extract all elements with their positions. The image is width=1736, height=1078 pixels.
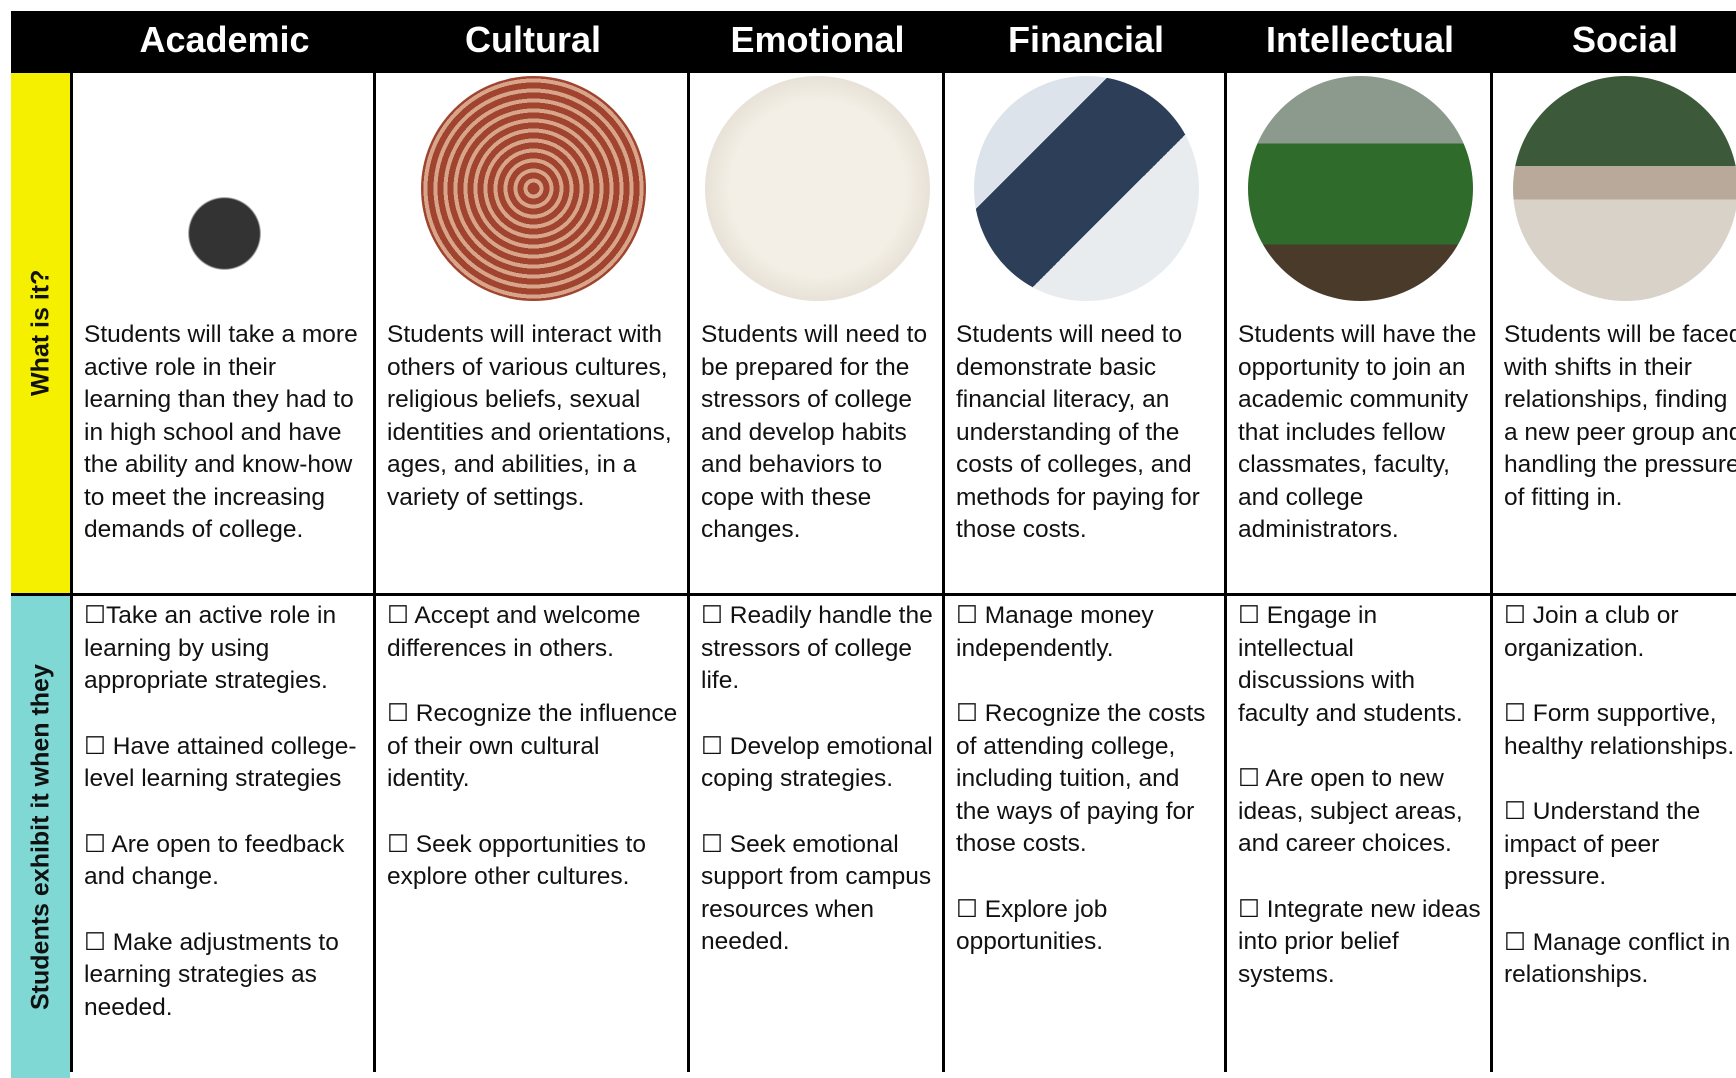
behaviors-cell: ☐ Join a club or organization. ☐ Form sup… xyxy=(1493,596,1736,1078)
behaviors-cell: ☐ Manage money independently. ☐ Recognize… xyxy=(945,596,1224,1078)
behavior-item: ☐ Seek opportunities to explore other cu… xyxy=(387,829,679,894)
behavior-item: ☐ Recognize the influence of their own c… xyxy=(387,698,679,796)
behavior-item: ☐Take an active role in learning by usin… xyxy=(84,600,365,698)
description-cell: Students will need to be prepared for th… xyxy=(690,73,942,593)
description: Students will need to be prepared for th… xyxy=(701,319,934,547)
column-title: Financial xyxy=(945,11,1224,70)
description: Students will be faced with shifts in th… xyxy=(1504,319,1736,514)
behavior-item: ☐ Understand the impact of peer pressure… xyxy=(1504,796,1736,894)
behavior-item: ☐ Integrate new ideas into prior belief … xyxy=(1238,894,1482,992)
behaviors-cell: ☐ Accept and welcome differences in othe… xyxy=(376,596,687,1078)
behavior-item: ☐ Readily handle the stressors of colleg… xyxy=(701,600,934,698)
column-image xyxy=(705,76,930,301)
row-label: Students exhibit it when they xyxy=(11,596,70,1078)
description: Students will have the opportunity to jo… xyxy=(1238,319,1482,547)
behavior-item: ☐ Are open to new ideas, subject areas, … xyxy=(1238,763,1482,861)
behavior-item: ☐ Explore job opportunities. xyxy=(956,894,1216,959)
description: Students will take a more active role in… xyxy=(84,319,365,547)
column-image xyxy=(112,76,337,301)
description-cell: Students will interact with others of va… xyxy=(376,73,687,593)
behavior-item: ☐ Have attained college-level learning s… xyxy=(84,731,365,796)
column-image xyxy=(1248,76,1473,301)
behavior-item: ☐ Accept and welcome differences in othe… xyxy=(387,600,679,665)
column-image xyxy=(974,76,1199,301)
column-title: Academic xyxy=(73,11,373,70)
column-title: Cultural xyxy=(376,11,687,70)
column-title: Intellectual xyxy=(1227,11,1490,70)
behavior-item: ☐ Make adjustments to learning strategie… xyxy=(84,927,365,1025)
description: Students will need to demonstrate basic … xyxy=(956,319,1216,547)
behavior-item: ☐ Seek emotional support from campus res… xyxy=(701,829,934,959)
behavior-item: ☐ Engage in intellectual discussions wit… xyxy=(1238,600,1482,730)
description-cell: Students will be faced with shifts in th… xyxy=(1493,73,1736,593)
behavior-item: ☐ Form supportive, healthy relationships… xyxy=(1504,698,1736,763)
behaviors-cell: ☐Take an active role in learning by usin… xyxy=(73,596,373,1078)
behavior-item: ☐ Manage conflict in relationships. xyxy=(1504,927,1736,992)
description-cell: Students will have the opportunity to jo… xyxy=(1227,73,1490,593)
description-cell: Students will need to demonstrate basic … xyxy=(945,73,1224,593)
description-cell: Students will take a more active role in… xyxy=(73,73,373,593)
column-image xyxy=(1513,76,1736,301)
behaviors-cell: ☐ Engage in intellectual discussions wit… xyxy=(1227,596,1490,1078)
description: Students will interact with others of va… xyxy=(387,319,679,514)
behavior-item: ☐ Are open to feedback and change. xyxy=(84,829,365,894)
behavior-item: ☐ Manage money independently. xyxy=(956,600,1216,665)
column-image xyxy=(421,76,646,301)
behavior-item: ☐ Develop emotional coping strategies. xyxy=(701,731,934,796)
row-label: What is it? xyxy=(11,73,70,593)
behavior-item: ☐ Join a club or organization. xyxy=(1504,600,1736,665)
column-title: Emotional xyxy=(690,11,942,70)
column-title: Social xyxy=(1493,11,1736,70)
corner xyxy=(11,11,70,70)
behaviors-cell: ☐ Readily handle the stressors of colleg… xyxy=(690,596,942,1078)
behavior-item: ☐ Recognize the costs of attending colle… xyxy=(956,698,1216,861)
